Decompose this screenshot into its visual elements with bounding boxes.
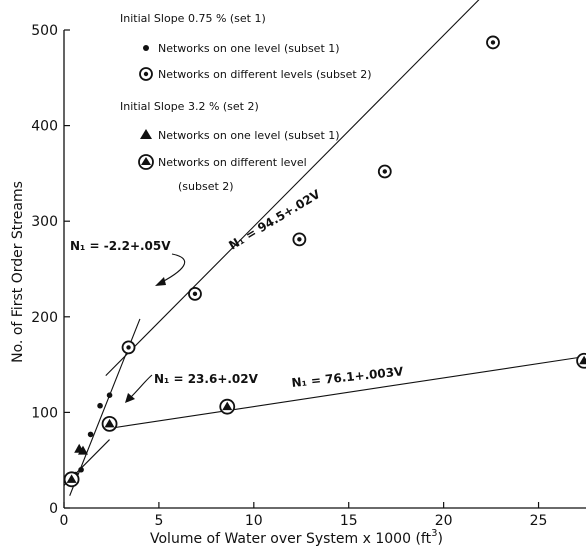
circled-dot-point xyxy=(486,35,500,50)
y-tick-label: 300 xyxy=(31,214,58,230)
legend-triangle-marker xyxy=(140,129,152,139)
circled-dot-point xyxy=(377,164,392,179)
triangle-point xyxy=(77,445,88,455)
legend-circled-dot-center xyxy=(143,71,149,77)
legend-set1-heading: Initial Slope 0.75 % (set 1) xyxy=(120,12,266,25)
eq-arrow-steep xyxy=(161,253,186,283)
legend-set2-heading: Initial Slope 3.2 % (set 2) xyxy=(120,100,259,113)
dot-point xyxy=(97,402,103,409)
circled-triangle-point xyxy=(219,398,236,415)
circled-triangle-point xyxy=(63,471,80,488)
legend-circled-triangle-center xyxy=(141,157,151,165)
eq-label-upper: N₁ = 94.5+.02V xyxy=(226,187,323,253)
y-tick-label: 0 xyxy=(49,501,58,517)
legend-set1-subset1: Networks on one level (subset 1) xyxy=(158,42,340,55)
y-tick-label: 200 xyxy=(31,310,58,326)
circled-dot-point xyxy=(292,232,307,247)
data-points xyxy=(63,35,586,488)
x-axis-label: Volume of Water over System x 1000 (ft3) xyxy=(150,528,443,547)
axis-ticks: 0 5 10 15 20 25 0 100 200 300 400 500 xyxy=(31,23,547,529)
legend: Initial Slope 0.75 % (set 1) Networks on… xyxy=(120,12,372,193)
y-axis-label: No. of First Order Streams xyxy=(10,181,26,363)
circled-triangle-point xyxy=(101,415,118,432)
eq-label-mid: N₁ = 23.6+.02V xyxy=(154,372,259,386)
dot-point xyxy=(78,466,84,473)
eq-arrowhead-steep xyxy=(155,277,166,286)
circled-triangle-point xyxy=(576,352,586,369)
dot-point xyxy=(87,431,94,438)
eq-arrowhead-mid xyxy=(125,393,135,403)
fit-line-3 xyxy=(109,355,586,429)
x-tick-label: 25 xyxy=(530,513,548,529)
circled-dot-point xyxy=(188,286,202,301)
eq-arrow-mid xyxy=(129,374,153,399)
eq-label-steep: N₁ = -2.2+.05V xyxy=(70,239,171,253)
x-tick-label: 10 xyxy=(245,513,263,529)
x-tick-label: 20 xyxy=(435,513,453,529)
dot-point xyxy=(106,392,113,398)
x-axis-label-suffix: ) xyxy=(437,531,442,547)
fit-line-1 xyxy=(105,0,480,376)
x-axis-label-main: Volume of Water over System x 1000 (ft xyxy=(150,531,432,547)
x-tick-label: 15 xyxy=(340,513,358,529)
x-axis-label-exponent: 3 xyxy=(431,528,437,539)
legend-set1-subset2: Networks on different levels (subset 2) xyxy=(158,68,372,81)
legend-set2-subset1: Networks on one level (subset 1) xyxy=(158,129,340,142)
legend-set2-subset2-line2: (subset 2) xyxy=(178,180,234,193)
circled-dot-point xyxy=(121,340,136,355)
y-tick-label: 400 xyxy=(31,119,58,135)
x-tick-label: 5 xyxy=(154,513,163,529)
legend-set2-subset2-line1: Networks on different level xyxy=(158,156,307,169)
y-tick-label: 500 xyxy=(31,23,58,39)
x-tick-label: 0 xyxy=(60,513,69,529)
legend-dot-marker xyxy=(143,45,149,51)
legend-circled-dot-ring xyxy=(139,67,153,81)
legend-circled-triangle-ring xyxy=(138,154,154,170)
y-tick-label: 100 xyxy=(31,405,58,421)
